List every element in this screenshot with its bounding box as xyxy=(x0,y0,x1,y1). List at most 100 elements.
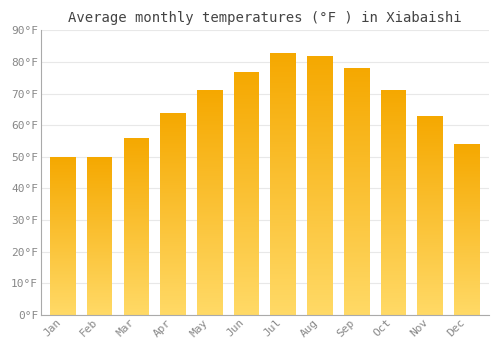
Bar xyxy=(160,275,186,276)
Bar xyxy=(87,189,112,190)
Bar xyxy=(160,150,186,151)
Bar xyxy=(307,172,333,174)
Bar xyxy=(160,259,186,260)
Bar xyxy=(307,98,333,100)
Bar xyxy=(380,123,406,124)
Bar xyxy=(234,227,260,229)
Bar xyxy=(50,221,76,222)
Bar xyxy=(418,129,443,130)
Bar xyxy=(87,225,112,226)
Bar xyxy=(87,169,112,170)
Bar xyxy=(270,205,296,206)
Bar xyxy=(380,222,406,223)
Bar xyxy=(418,263,443,264)
Bar xyxy=(454,292,479,293)
Bar xyxy=(50,293,76,294)
Bar xyxy=(50,196,76,197)
Bar xyxy=(270,278,296,279)
Bar xyxy=(160,272,186,273)
Bar xyxy=(160,184,186,186)
Bar xyxy=(307,263,333,264)
Bar xyxy=(418,294,443,295)
Bar xyxy=(234,312,260,314)
Bar xyxy=(344,168,370,169)
Bar xyxy=(160,175,186,176)
Bar xyxy=(344,183,370,184)
Bar xyxy=(307,164,333,166)
Bar xyxy=(270,236,296,237)
Bar xyxy=(160,232,186,233)
Bar xyxy=(234,194,260,196)
Bar xyxy=(87,235,112,236)
Bar xyxy=(234,222,260,224)
Bar xyxy=(234,87,260,89)
Bar xyxy=(87,254,112,255)
Bar xyxy=(234,286,260,287)
Bar xyxy=(270,176,296,177)
Bar xyxy=(307,207,333,209)
Bar xyxy=(160,243,186,244)
Bar xyxy=(344,122,370,124)
Bar xyxy=(50,304,76,305)
Bar xyxy=(124,253,149,254)
Bar xyxy=(197,243,222,244)
Bar xyxy=(270,215,296,216)
Bar xyxy=(380,303,406,304)
Bar xyxy=(454,261,479,262)
Bar xyxy=(124,202,149,203)
Bar xyxy=(50,296,76,298)
Bar xyxy=(418,203,443,204)
Bar xyxy=(418,243,443,244)
Bar xyxy=(344,162,370,163)
Bar xyxy=(160,269,186,270)
Bar xyxy=(87,211,112,212)
Bar xyxy=(344,241,370,242)
Bar xyxy=(344,161,370,162)
Bar xyxy=(307,281,333,282)
Bar xyxy=(418,284,443,285)
Bar xyxy=(454,148,479,149)
Bar xyxy=(197,279,222,280)
Bar xyxy=(418,234,443,235)
Bar xyxy=(344,304,370,305)
Bar xyxy=(307,222,333,223)
Bar xyxy=(197,154,222,155)
Bar xyxy=(454,243,479,244)
Bar xyxy=(197,166,222,167)
Bar xyxy=(270,296,296,298)
Bar xyxy=(160,284,186,285)
Bar xyxy=(197,130,222,131)
Bar xyxy=(124,234,149,235)
Bar xyxy=(307,163,333,164)
Bar xyxy=(270,85,296,87)
Bar xyxy=(380,196,406,197)
Bar xyxy=(344,89,370,91)
Bar xyxy=(50,236,76,237)
Bar xyxy=(234,76,260,78)
Bar xyxy=(380,208,406,209)
Bar xyxy=(87,281,112,282)
Bar xyxy=(124,215,149,216)
Bar xyxy=(160,314,186,315)
Bar xyxy=(454,197,479,198)
Bar xyxy=(160,225,186,226)
Bar xyxy=(418,199,443,200)
Bar xyxy=(270,293,296,294)
Bar xyxy=(197,238,222,240)
Bar xyxy=(160,126,186,127)
Bar xyxy=(418,209,443,210)
Bar xyxy=(197,90,222,92)
Bar xyxy=(344,257,370,258)
Bar xyxy=(270,212,296,214)
Bar xyxy=(380,293,406,295)
Bar xyxy=(197,172,222,174)
Bar xyxy=(454,308,479,309)
Bar xyxy=(197,245,222,246)
Bar xyxy=(270,295,296,296)
Bar xyxy=(380,93,406,94)
Bar xyxy=(87,284,112,285)
Bar xyxy=(307,237,333,238)
Bar xyxy=(344,217,370,219)
Bar xyxy=(87,266,112,267)
Bar xyxy=(380,174,406,175)
